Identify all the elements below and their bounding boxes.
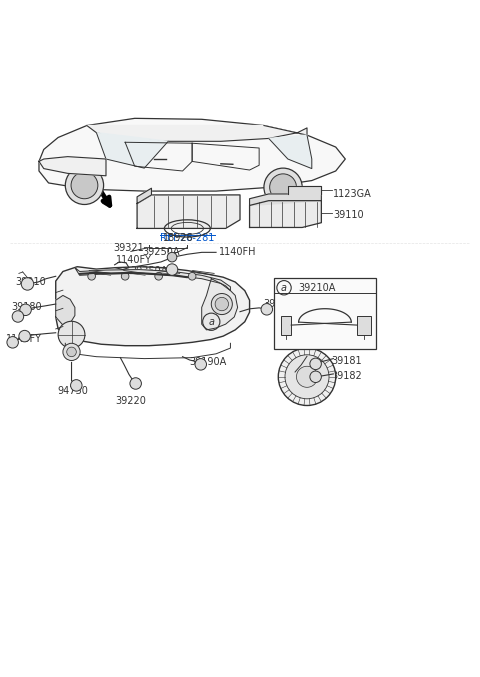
Circle shape — [261, 303, 273, 315]
Polygon shape — [288, 186, 322, 194]
Polygon shape — [137, 195, 240, 228]
Bar — [274, 278, 376, 349]
Circle shape — [65, 166, 104, 204]
Text: 1140FH: 1140FH — [218, 247, 256, 257]
Circle shape — [270, 174, 297, 200]
Circle shape — [285, 355, 329, 399]
Circle shape — [195, 359, 206, 370]
Text: 39321: 39321 — [113, 243, 144, 253]
Circle shape — [67, 347, 76, 357]
Circle shape — [58, 322, 85, 348]
Polygon shape — [250, 194, 322, 205]
Bar — [357, 315, 371, 334]
Text: 1140FY: 1140FY — [116, 255, 152, 265]
Text: 1220FR: 1220FR — [283, 376, 320, 386]
Text: 39190A: 39190A — [190, 357, 227, 368]
Bar — [281, 315, 291, 334]
Circle shape — [21, 278, 34, 290]
Circle shape — [188, 272, 196, 280]
Polygon shape — [56, 295, 75, 325]
Polygon shape — [75, 267, 230, 290]
Text: 94750: 94750 — [57, 386, 88, 396]
Text: 1123GA: 1123GA — [333, 189, 372, 199]
Text: 39210A: 39210A — [299, 283, 336, 292]
Circle shape — [297, 366, 318, 387]
Circle shape — [130, 378, 142, 389]
Circle shape — [215, 297, 228, 311]
Text: 39182: 39182 — [331, 371, 362, 381]
Circle shape — [12, 311, 24, 322]
Text: 39250A: 39250A — [142, 247, 180, 257]
Circle shape — [20, 304, 31, 315]
Text: a: a — [281, 283, 287, 292]
Circle shape — [167, 253, 177, 262]
Polygon shape — [39, 118, 345, 191]
Circle shape — [155, 272, 162, 280]
Circle shape — [310, 371, 322, 383]
Polygon shape — [250, 200, 322, 227]
Circle shape — [264, 168, 302, 206]
Circle shape — [71, 172, 98, 199]
Polygon shape — [202, 279, 238, 330]
Text: 39110: 39110 — [333, 210, 364, 220]
Circle shape — [278, 348, 336, 406]
Text: 18926: 18926 — [163, 233, 194, 243]
Polygon shape — [39, 156, 106, 176]
Polygon shape — [137, 188, 152, 204]
Text: a: a — [208, 317, 214, 327]
Circle shape — [211, 294, 232, 315]
Circle shape — [71, 380, 82, 391]
Circle shape — [7, 336, 18, 348]
Circle shape — [121, 272, 129, 280]
Circle shape — [88, 272, 96, 280]
Polygon shape — [269, 135, 312, 169]
Text: 1140FY: 1140FY — [5, 334, 41, 343]
Text: 39220G: 39220G — [263, 299, 301, 309]
Text: 39210: 39210 — [15, 276, 46, 286]
Text: REF.28-281: REF.28-281 — [160, 233, 215, 243]
Text: 39220: 39220 — [116, 396, 146, 406]
Circle shape — [63, 343, 80, 361]
Circle shape — [19, 330, 30, 342]
Text: 39350A: 39350A — [130, 267, 168, 276]
Polygon shape — [87, 125, 307, 141]
Text: 39181: 39181 — [331, 356, 361, 366]
Polygon shape — [96, 133, 168, 168]
Text: 39180: 39180 — [11, 302, 42, 312]
Circle shape — [310, 358, 322, 370]
Polygon shape — [56, 267, 250, 346]
Circle shape — [166, 264, 178, 276]
